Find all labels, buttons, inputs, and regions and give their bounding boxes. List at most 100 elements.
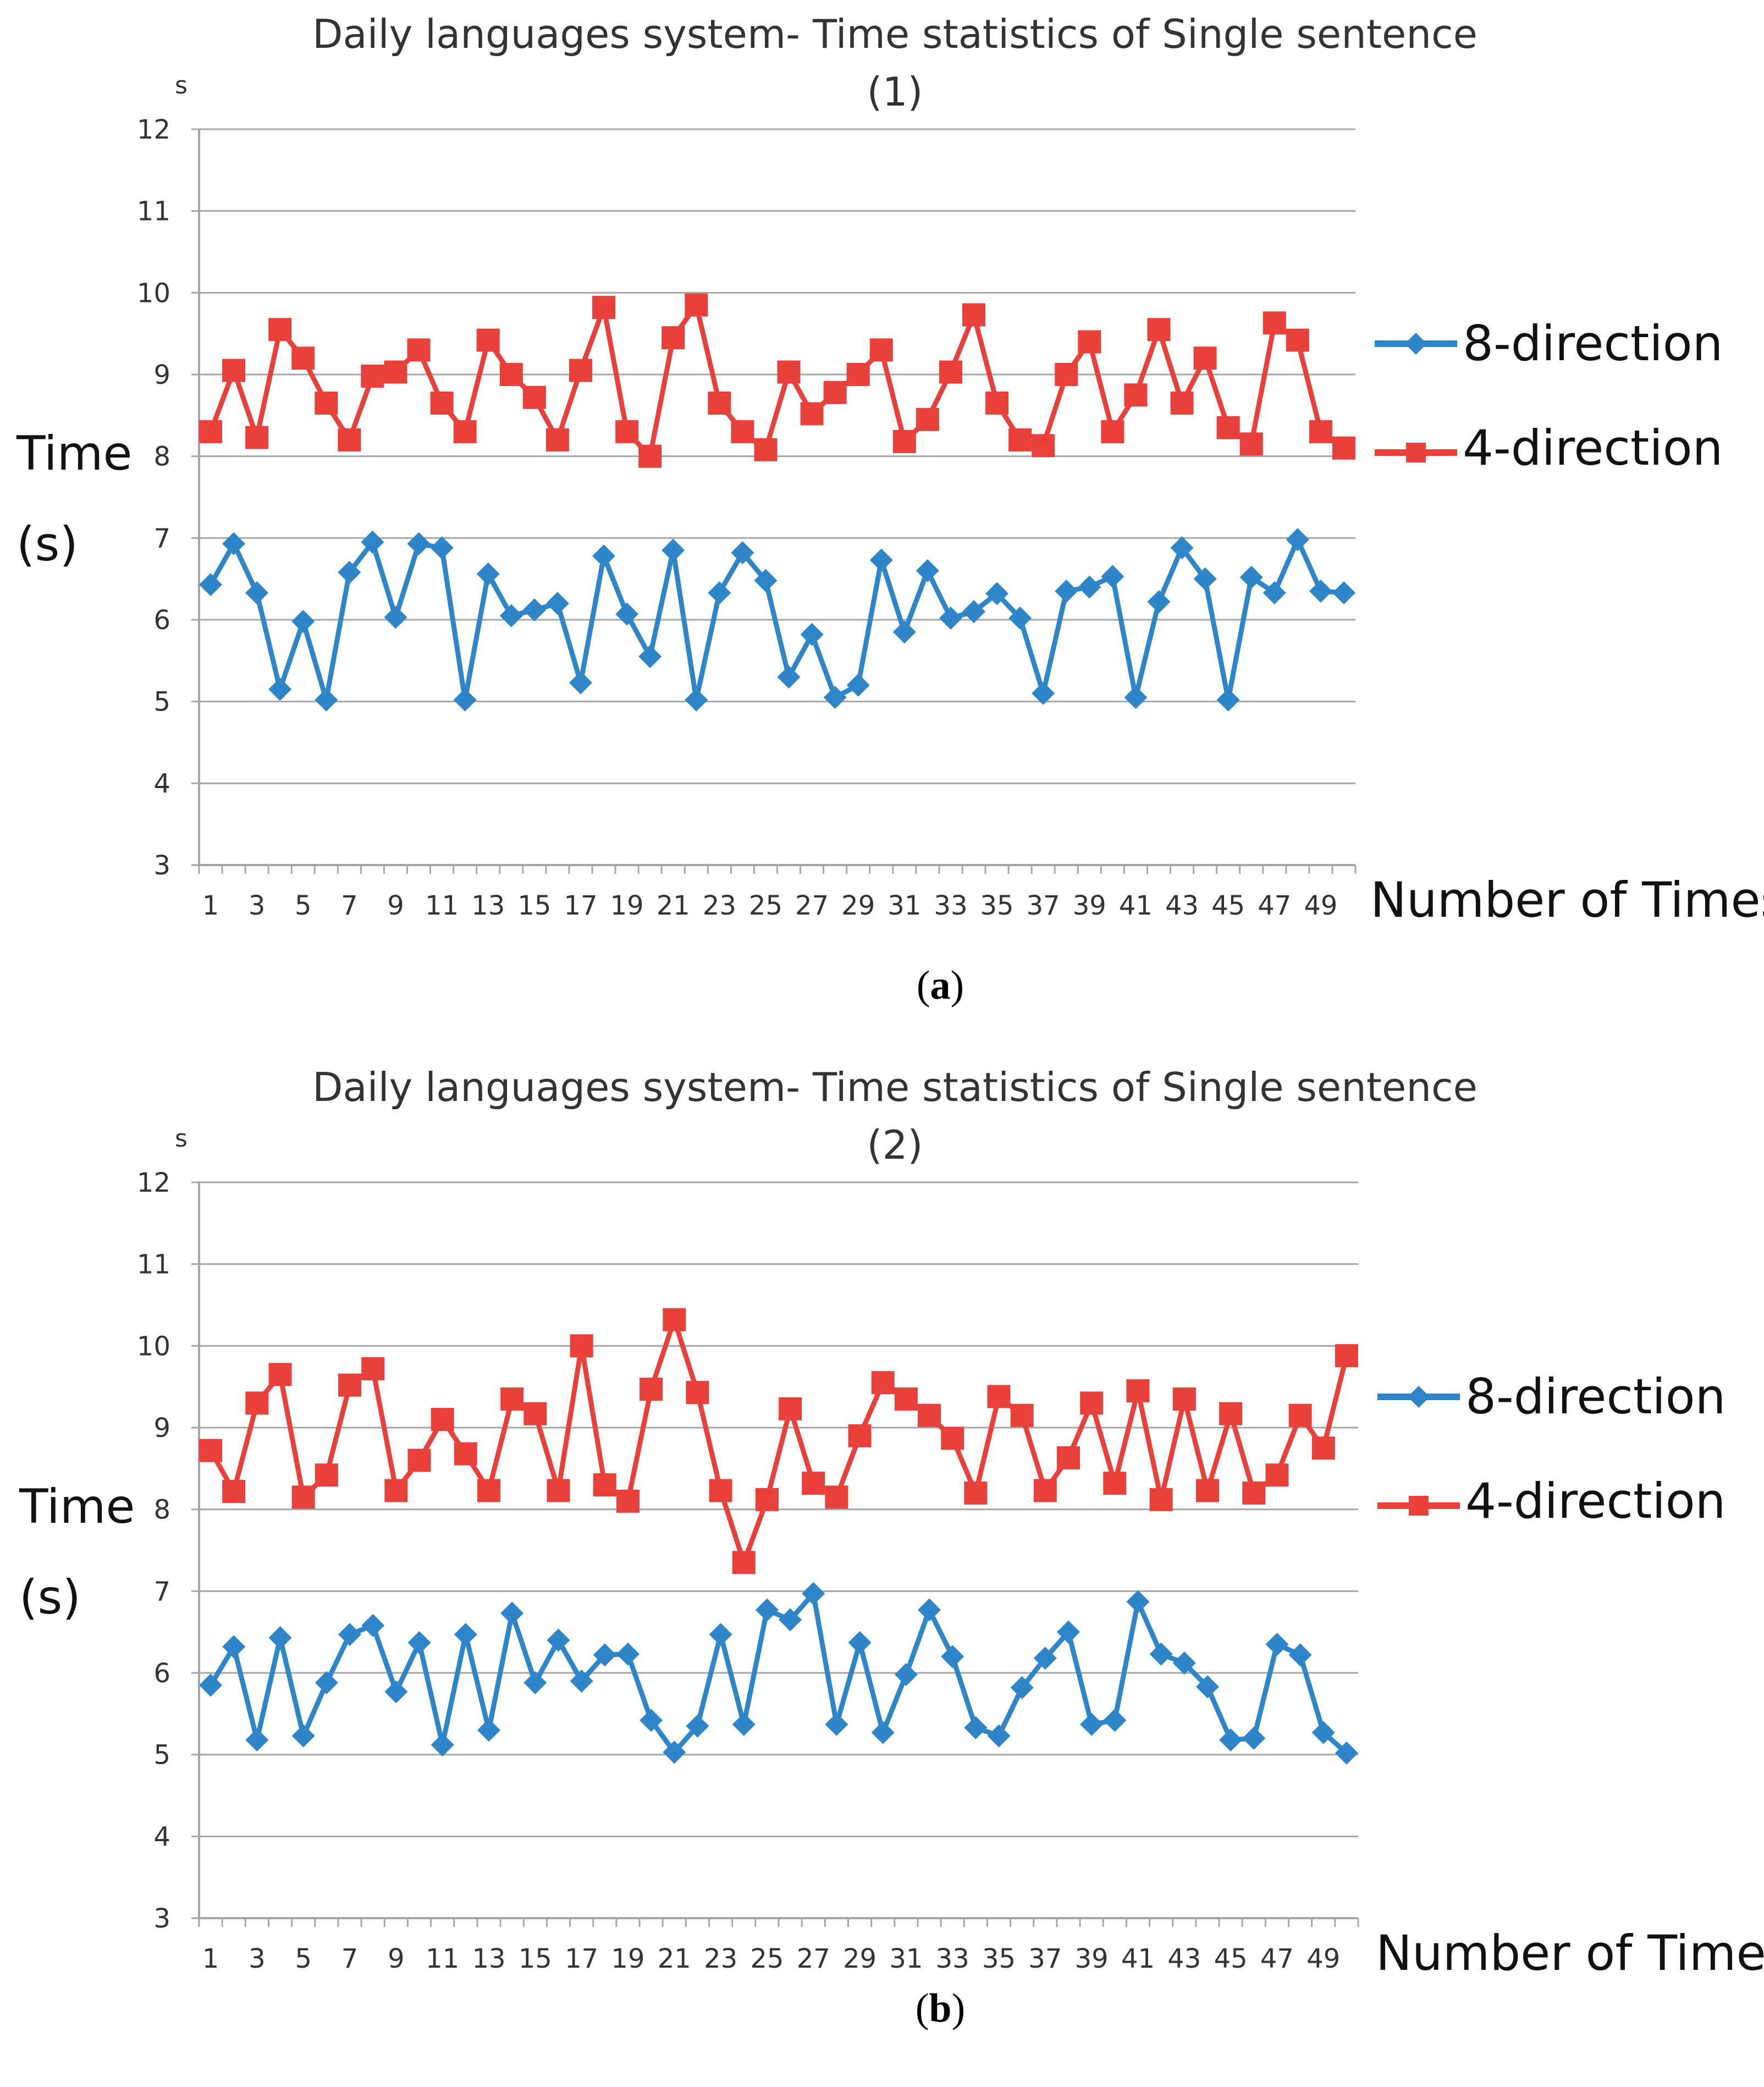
- y-axis-unit-label: (s): [16, 517, 78, 572]
- data-point-8-direction: [918, 1598, 941, 1622]
- data-point-4-direction: [476, 328, 500, 352]
- data-point-4-direction: [1242, 1481, 1266, 1505]
- data-point-8-direction: [823, 686, 847, 709]
- x-tick-label: 19: [610, 890, 644, 921]
- data-point-8-direction: [523, 1671, 547, 1694]
- data-point-8-direction: [593, 1643, 616, 1667]
- data-point-8-direction: [1101, 565, 1124, 588]
- data-point-4-direction: [987, 1385, 1011, 1408]
- data-point-4-direction: [547, 1479, 570, 1502]
- y-axis-unit: s: [175, 71, 188, 100]
- x-tick-label: 43: [1165, 890, 1199, 921]
- x-tick-label: 25: [750, 1943, 784, 1974]
- data-point-8-direction: [779, 1608, 802, 1632]
- data-point-8-direction: [1126, 1590, 1150, 1614]
- data-point-8-direction: [1057, 1620, 1080, 1644]
- data-point-8-direction: [592, 544, 616, 568]
- data-point-8-direction: [615, 602, 639, 626]
- y-tick-label: 5: [153, 687, 170, 718]
- y-tick-label: 5: [153, 1740, 170, 1771]
- y-tick-label: 12: [137, 114, 170, 145]
- data-point-4-direction: [1309, 420, 1332, 444]
- data-point-8-direction: [1103, 1709, 1127, 1732]
- legend-item-4-direction: 4-direction: [1377, 1474, 1762, 1529]
- data-point-8-direction: [361, 1614, 385, 1637]
- data-point-8-direction: [500, 1601, 524, 1625]
- data-point-4-direction: [846, 363, 870, 386]
- data-point-4-direction: [361, 1357, 385, 1380]
- legend-marker-8-direction: [1375, 333, 1457, 355]
- x-tick-label: 37: [1027, 890, 1060, 921]
- data-point-4-direction: [199, 1439, 223, 1462]
- data-point-4-direction: [615, 420, 639, 444]
- data-point-4-direction: [1147, 318, 1171, 342]
- x-tick-label: 9: [387, 890, 404, 921]
- x-tick-label: 1: [202, 1943, 219, 1974]
- data-point-8-direction: [361, 530, 384, 554]
- data-point-4-direction: [941, 1427, 964, 1450]
- data-point-4-direction: [1032, 434, 1055, 458]
- data-point-8-direction: [1010, 1676, 1034, 1699]
- data-point-4-direction: [1124, 383, 1148, 407]
- series-line-8-direction: [208, 537, 1344, 703]
- x-tick-label: 23: [703, 890, 736, 921]
- data-point-4-direction: [1219, 1402, 1243, 1425]
- data-point-8-direction: [268, 678, 292, 701]
- data-point-4-direction: [407, 338, 431, 362]
- data-point-8-direction: [1124, 686, 1148, 709]
- x-tick-label: 25: [749, 890, 782, 921]
- data-point-4-direction: [640, 1378, 663, 1401]
- data-point-8-direction: [1216, 688, 1240, 712]
- data-point-8-direction: [962, 600, 986, 624]
- data-point-8-direction: [1263, 581, 1286, 604]
- data-point-4-direction: [222, 1479, 246, 1503]
- data-point-8-direction: [431, 1733, 454, 1756]
- y-tick-label: 3: [153, 850, 170, 881]
- x-tick-label: 45: [1214, 1943, 1248, 1974]
- data-point-8-direction: [453, 688, 477, 712]
- y-tick-label: 10: [137, 1331, 170, 1362]
- data-point-4-direction: [1332, 436, 1355, 460]
- y-axis-label: Time: [16, 426, 133, 481]
- data-point-4-direction: [384, 360, 407, 384]
- data-point-8-direction: [384, 1680, 408, 1704]
- data-point-4-direction: [1126, 1379, 1150, 1403]
- data-point-8-direction: [871, 1721, 895, 1744]
- data-point-4-direction: [1172, 1387, 1196, 1411]
- data-point-8-direction: [1055, 579, 1078, 603]
- data-point-8-direction: [1265, 1632, 1289, 1656]
- x-tick-label: 3: [249, 1943, 266, 1974]
- data-point-8-direction: [732, 1712, 756, 1736]
- data-point-4-direction: [871, 1371, 895, 1395]
- data-point-4-direction: [1033, 1479, 1057, 1502]
- data-point-8-direction: [569, 671, 592, 695]
- data-point-8-direction: [545, 592, 569, 615]
- data-point-4-direction: [638, 444, 662, 468]
- data-point-4-direction: [453, 420, 477, 444]
- data-point-8-direction: [499, 604, 523, 627]
- data-point-4-direction: [1263, 311, 1286, 335]
- data-point-8-direction: [1288, 1643, 1312, 1667]
- data-point-4-direction: [338, 1373, 362, 1397]
- data-point-8-direction: [384, 605, 407, 629]
- data-point-8-direction: [199, 573, 223, 597]
- x-tick-label: 31: [887, 890, 921, 921]
- x-tick-label: 11: [426, 1943, 459, 1974]
- data-point-4-direction: [823, 381, 847, 404]
- x-tick-label: 29: [843, 1943, 877, 1974]
- data-point-4-direction: [985, 392, 1009, 415]
- legend-marker-4-direction: [1377, 1496, 1460, 1516]
- data-point-8-direction: [199, 1673, 223, 1697]
- x-axis-label: Number of Times: [1376, 1925, 1764, 1981]
- data-point-4-direction: [500, 1387, 524, 1411]
- x-tick-label: 47: [1260, 1943, 1294, 1974]
- x-axis-label: Number of Times: [1370, 872, 1764, 928]
- y-tick-label: 9: [153, 360, 170, 390]
- data-point-4-direction: [686, 1381, 709, 1405]
- legend-marker-8-direction: [1377, 1386, 1460, 1408]
- x-tick-label: 41: [1121, 1943, 1155, 1974]
- data-point-4-direction: [1288, 1403, 1312, 1427]
- x-tick-label: 15: [519, 1943, 552, 1974]
- data-point-4-direction: [499, 363, 523, 386]
